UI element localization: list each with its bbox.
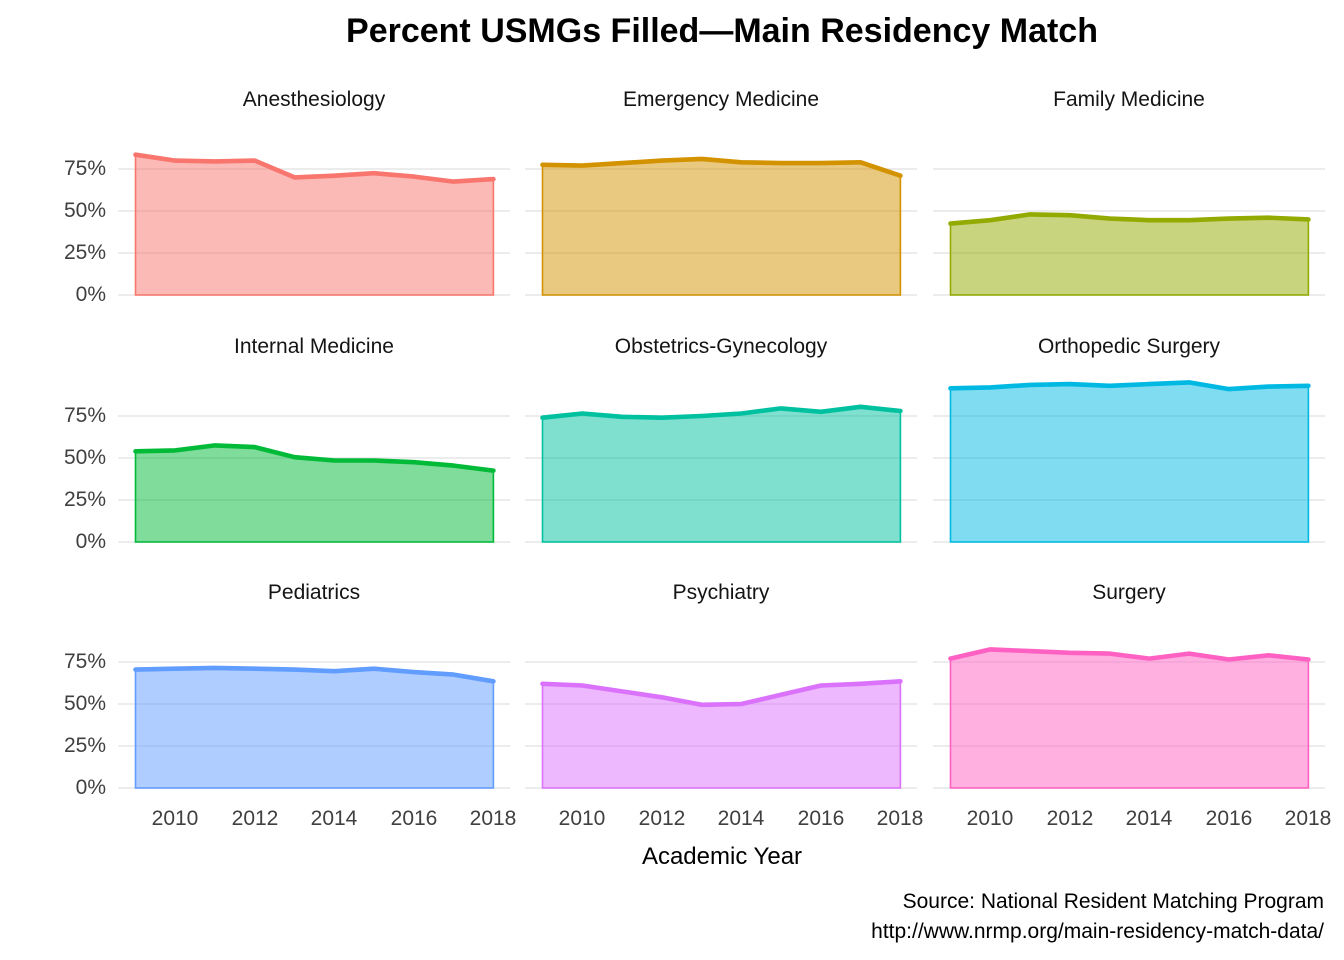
facet-title: Pediatrics [267,581,361,604]
area-fill [949,213,1310,296]
y-axis-tick-label: 0% [75,530,106,553]
trend-line [948,212,1311,226]
x-axis-tick-label: 2018 [876,807,924,830]
facet-title: Obstetrics-Gynecology [614,335,828,358]
x-axis-ticks: 2010 2012 2014 2016 2018 [118,806,517,832]
area-chart [933,647,1325,789]
source-caption: Source: National Resident Matching Progr… [400,887,1324,947]
x-axis-tick-label: 2016 [390,807,438,830]
area-chart [933,168,1325,296]
chart-title: Percent USMGs Filled—Main Residency Matc… [346,12,1098,50]
area-chart [118,661,510,789]
x-axis-ticks: 2010 2012 2014 2016 2018 [933,806,1332,832]
facet-panel: Anesthesiology [118,87,510,303]
facet-title: Psychiatry [672,581,770,604]
y-axis-tick-label: 25% [63,488,106,511]
area-fill [541,680,902,789]
y-axis-tick-label: 0% [75,776,106,799]
facet-panel: Pediatrics [118,580,510,796]
y-axis-tick-label: 50% [63,692,106,715]
x-axis-title: Academic Year [641,843,803,870]
x-axis-tick-label: 2010 [151,807,199,830]
area-chart [525,156,917,296]
source-caption-line1: Source: National Resident Matching Progr… [902,890,1324,913]
x-axis-ticks: 2010 2012 2014 2016 2018 [525,806,924,832]
y-axis-tick-label: 50% [63,199,106,222]
facet-panel: Obstetrics-Gynecology [525,334,917,550]
trend-line [133,443,496,473]
facet-title: Emergency Medicine [622,88,820,111]
area-fill [134,667,495,789]
x-axis-tick-label: 2016 [1205,807,1253,830]
area-chart [525,661,917,789]
facet-panel: Family Medicine [933,87,1325,303]
area-chart [933,380,1325,543]
facet-panel: Orthopedic Surgery [933,334,1325,550]
y-axis-tick-label: 75% [63,404,106,427]
trend-line [133,665,496,684]
area-chart [118,152,510,296]
x-axis-tick-label: 2016 [797,807,845,830]
facet-title: Family Medicine [1053,88,1205,111]
y-axis-tick-label: 25% [63,734,106,757]
x-axis-tick-label: 2014 [310,807,358,830]
x-axis-tick-label: 2014 [717,807,765,830]
facet-title: Orthopedic Surgery [1037,335,1221,358]
trend-line [948,647,1311,662]
area-chart [118,415,510,543]
y-axis-tick-label: 25% [63,241,106,264]
facet-panel: Psychiatry [525,580,917,796]
x-axis-tick-label: 2012 [231,807,279,830]
facet-panel: Internal Medicine [118,334,510,550]
area-fill [949,381,1310,543]
y-axis-tick-label: 0% [75,283,106,306]
area-chart [525,404,917,543]
x-axis-tick-label: 2014 [1125,807,1173,830]
facet-title: Surgery [1092,581,1166,604]
x-axis-tick-label: 2012 [1046,807,1094,830]
trend-line [133,152,496,184]
y-axis-tick-label: 75% [63,650,106,673]
y-axis-tick-label: 75% [63,157,106,180]
area-fill [541,405,902,543]
trend-line [540,156,903,178]
facet-title: Internal Medicine [234,335,394,358]
x-axis-tick-label: 2010 [966,807,1014,830]
trend-line [540,404,903,420]
area-fill [541,158,902,296]
x-axis-tick-label: 2018 [469,807,517,830]
area-fill [949,648,1310,789]
x-axis-tick-label: 2010 [558,807,606,830]
facet-panel: Surgery [933,580,1325,796]
facet-panel: Emergency Medicine [525,87,917,303]
source-caption-line2: http://www.nrmp.org/main-residency-match… [871,920,1324,943]
x-axis-tick-label: 2018 [1284,807,1332,830]
x-axis-tick-label: 2012 [638,807,686,830]
y-axis-tick-label: 50% [63,446,106,469]
facet-title: Anesthesiology [242,88,386,111]
trend-line [948,380,1311,392]
trend-line [540,679,903,708]
